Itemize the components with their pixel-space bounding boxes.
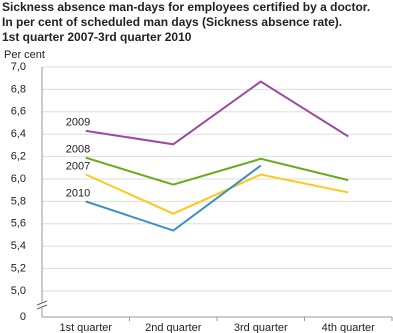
y-tick-label: 6,2: [11, 151, 26, 163]
y-tick-label: 5,6: [11, 218, 26, 230]
series-line: [85, 156, 349, 186]
series-line: [85, 173, 349, 215]
y-tick-label: 7,0: [11, 61, 26, 73]
series-label: 2007: [66, 160, 90, 172]
y-tick-label: 0: [20, 311, 26, 323]
axis-break-mark: [36, 304, 48, 310]
series-label: 2008: [66, 144, 90, 156]
y-tick-label: 5,2: [11, 263, 26, 275]
x-tick-label: 1st quarter: [59, 322, 112, 333]
series-label: 2010: [66, 187, 90, 199]
chart-subtitle: In per cent of scheduled man days (Sickn…: [2, 15, 342, 29]
series-label: 2009: [66, 117, 90, 129]
axis-break-mark: [36, 300, 48, 306]
series-line: [85, 164, 262, 232]
chart-title: Sickness absence man-days for employees …: [2, 0, 370, 14]
x-tick-label: 2nd quarter: [145, 322, 202, 333]
y-tick-label: 6,4: [11, 128, 26, 140]
y-tick-label: 6,8: [11, 83, 26, 95]
x-tick-label: 4th quarter: [322, 322, 376, 333]
y-tick-label: 6,6: [11, 106, 26, 118]
y-tick-label: 5,0: [11, 285, 26, 297]
x-tick-label: 3rd quarter: [234, 322, 288, 333]
y-tick-label: 5,4: [11, 240, 26, 252]
chart-period: 1st quarter 2007-3rd quarter 2010: [2, 30, 192, 44]
y-tick-label: 6,0: [11, 173, 26, 185]
y-axis-label: Per cent: [4, 49, 45, 61]
axis-break: [36, 302, 48, 308]
series-line: [85, 80, 349, 146]
y-tick-label: 5,8: [11, 195, 26, 207]
